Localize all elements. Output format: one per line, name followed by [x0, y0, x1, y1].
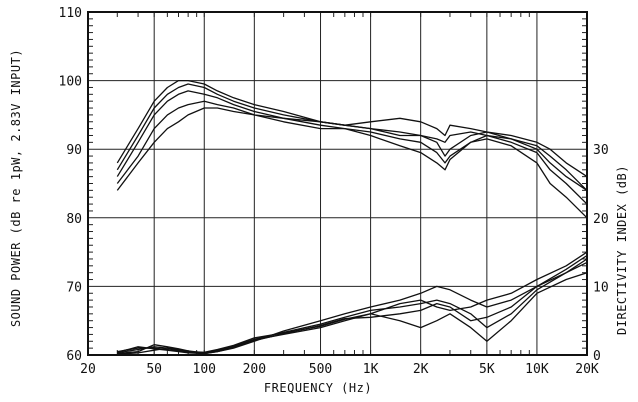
y2-tick-label: 10 [593, 280, 609, 295]
sound-power-curve-1 [116, 79, 588, 191]
x-tick-label: 20 [80, 362, 96, 377]
x-tick-label: 20K [575, 362, 599, 377]
x-tick-label: 200 [243, 362, 266, 377]
y-tick-label: 80 [66, 212, 82, 227]
x-tick-label: 5K [479, 362, 495, 377]
grid-lines [88, 12, 587, 355]
directivity-index-curve-7 [117, 251, 588, 355]
sound-power-curve-4 [116, 100, 588, 219]
x-tick-label: 100 [193, 362, 216, 377]
x-axis-label: FREQUENCY (Hz) [264, 381, 372, 395]
y-axis-label: SOUND POWER (dB re 1pW, 2.83V INPUT) [9, 49, 23, 327]
sound-power-curve-2 [116, 83, 588, 178]
sound-power-curve-3 [116, 90, 588, 191]
y2-axis-label: DIRECTIVITY INDEX (dB) [615, 165, 629, 335]
y-tick-label: 90 [66, 143, 82, 158]
directivity-index-curve-9 [117, 261, 588, 354]
curves [116, 79, 588, 355]
tick-labels: 20 50 100 200 500 1K 2K 5K 10K 20K 60 70 80 90 100 110 0… [59, 6, 609, 377]
directivity-index-curve-8 [117, 272, 588, 355]
y2-tick-label: 20 [593, 212, 609, 227]
y-tick-label: 60 [66, 349, 82, 364]
directivity-index-curve-6 [117, 258, 588, 355]
x-tick-label: 10K [525, 362, 549, 377]
y-tick-label: 100 [59, 75, 82, 90]
x-tick-label: 500 [309, 362, 332, 377]
y2-tick-label: 0 [593, 349, 601, 364]
x-tick-label: 2K [413, 362, 429, 377]
sound-power-curve-5 [116, 107, 588, 205]
y2-tick-label: 30 [593, 143, 609, 158]
directivity-index-curve-10 [117, 254, 588, 355]
x-tick-label: 1K [363, 362, 379, 377]
y-tick-label: 110 [59, 6, 82, 21]
x-tick-label: 50 [146, 362, 162, 377]
plot-frame [87, 11, 588, 356]
y-tick-label: 70 [66, 280, 82, 295]
